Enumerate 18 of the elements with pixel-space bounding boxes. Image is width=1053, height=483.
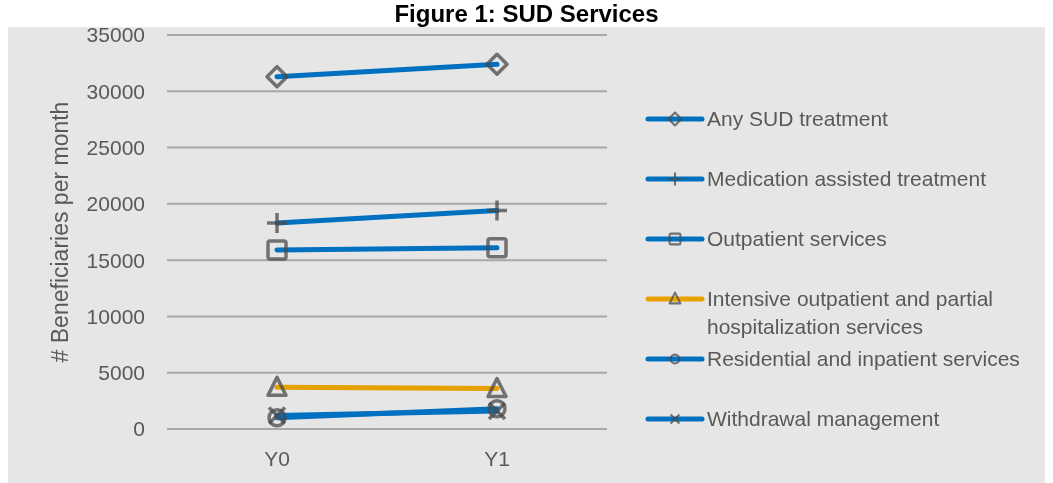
- y-tick-label: 35000: [86, 23, 145, 47]
- x-tick-label: Y1: [484, 446, 510, 470]
- y-tick-label: 20000: [86, 192, 145, 216]
- legend-label: Withdrawal management: [707, 406, 941, 432]
- legend-label: Any SUD treatment: [707, 106, 889, 132]
- y-tick-label: 5000: [98, 361, 145, 385]
- chart-title: Figure 1: SUD Services: [394, 0, 659, 27]
- y-tick-label: 25000: [86, 136, 145, 160]
- y-tick-label: 15000: [86, 248, 145, 272]
- y-tick-label: 10000: [86, 304, 145, 328]
- y-tick-label: 30000: [86, 79, 145, 103]
- x-tick-label: Y0: [264, 446, 290, 470]
- legend-label: Intensive outpatient and partial hospitalization services: [707, 286, 995, 340]
- legend-label: Medication assisted treatment: [707, 166, 987, 192]
- y-tick-label: 0: [133, 417, 145, 441]
- y-axis-title: # Beneficiaries per month: [47, 101, 73, 363]
- legend-label: Outpatient services: [707, 226, 888, 252]
- legend-label: Residential and inpatient services: [707, 346, 1021, 372]
